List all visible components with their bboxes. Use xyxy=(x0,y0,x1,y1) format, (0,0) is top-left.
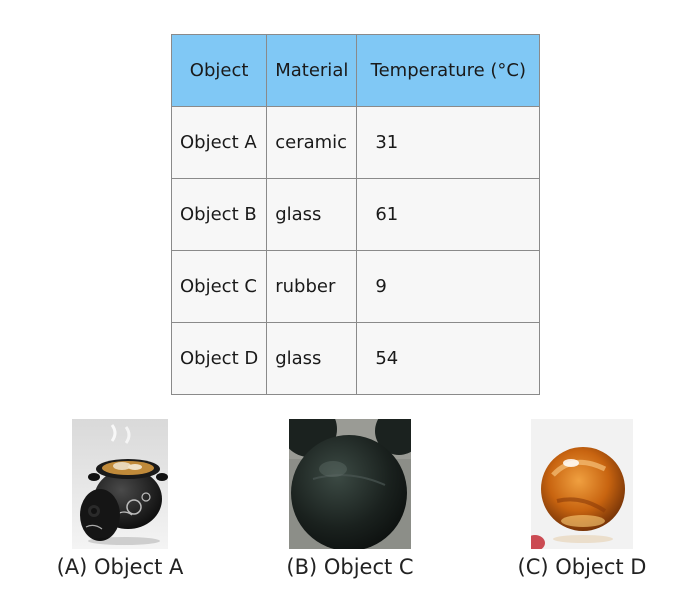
header-object: Object xyxy=(170,34,268,107)
table-row: Object B glass 61 xyxy=(170,178,541,251)
option-b[interactable]: (B) Object C xyxy=(280,419,420,579)
glass-marble-icon xyxy=(531,419,633,549)
option-c[interactable]: (C) Object D xyxy=(512,419,652,579)
ceramic-pot-icon xyxy=(72,419,168,549)
table-row: Object D glass 54 xyxy=(170,322,541,395)
table-header-row: Object Material Temperature (°C) xyxy=(170,34,541,107)
option-caption: (B) Object C xyxy=(286,555,414,579)
cell-temperature: 54 xyxy=(356,322,541,395)
cell-temperature: 9 xyxy=(356,250,541,323)
cell-temperature: 31 xyxy=(356,106,541,179)
cell-material: ceramic xyxy=(266,106,358,179)
cell-material: glass xyxy=(266,322,358,395)
cell-object: Object B xyxy=(170,178,268,251)
objects-table: Object Material Temperature (°C) Object … xyxy=(170,34,541,395)
option-caption: (C) Object D xyxy=(517,555,647,579)
cell-object: Object C xyxy=(170,250,268,323)
header-material: Material xyxy=(266,34,358,107)
option-caption: (A) Object A xyxy=(56,555,184,579)
cell-temperature: 61 xyxy=(356,178,541,251)
option-a[interactable]: (A) Object A xyxy=(50,419,190,579)
header-temperature: Temperature (°C) xyxy=(356,34,541,107)
cell-object: Object D xyxy=(170,322,268,395)
rubber-ball-icon xyxy=(289,419,411,549)
cell-material: glass xyxy=(266,178,358,251)
table-row: Object C rubber 9 xyxy=(170,250,541,323)
table-row: Object A ceramic 31 xyxy=(170,106,541,179)
cell-material: rubber xyxy=(266,250,358,323)
cell-object: Object A xyxy=(170,106,268,179)
